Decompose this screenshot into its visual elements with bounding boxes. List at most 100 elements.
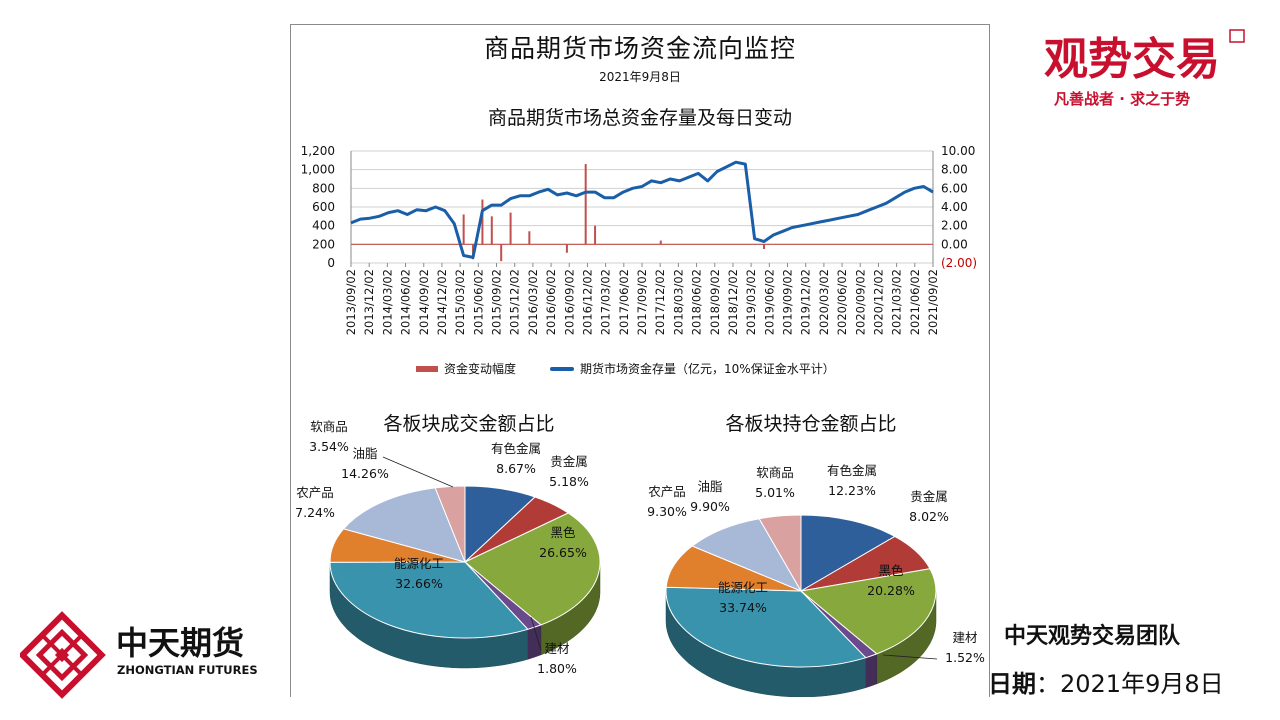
x-tick-label: 2014/06/02 [399,269,413,335]
change-bar [481,199,484,245]
footer-date-value: 2021年9月8日 [1060,670,1224,698]
x-tick-label: 2014/09/02 [417,269,431,335]
change-bar [763,244,766,249]
stock-line [350,160,934,259]
pie-pct-能源化工: 32.66% [395,576,443,591]
x-tick-label: 2015/03/02 [453,269,467,335]
legend-item-change: 资金变动幅度 [416,360,516,377]
team-name: 中天观势交易团队 [1004,624,1181,649]
change-bar [528,231,531,245]
y-right-tick: 0.00 [941,237,968,251]
y-right-tick: 4.00 [941,200,968,214]
zhongtian-logo-cn: 中天期货 [116,624,244,662]
zhongtian-logo: 中天期货 ZHONGTIAN FUTURES [20,611,258,699]
x-tick-label: 2021/09/02 [926,269,940,335]
x-tick-label: 2014/12/02 [435,269,449,335]
legend-swatch-bar [416,365,438,372]
pie-leader-油脂 [382,456,454,488]
y-right-tick: 8.00 [941,163,968,177]
change-bar [594,225,597,245]
pie-slice-能源化工 [665,586,867,668]
pie-slice-有色金属 [800,514,896,592]
pie-pct-有色金属: 12.23% [828,483,876,498]
guanshi-logo-slogan: 凡善战者 · 求之于势 [1054,90,1190,108]
pie-slice-能源化工 [329,561,529,639]
x-tick-label: 2019/06/02 [762,269,776,335]
change-bar [584,164,587,245]
pie-pct-农产品: 9.30% [647,504,687,519]
x-tick-label: 2019/03/02 [744,269,758,335]
pie-label-油脂: 油脂 [352,446,377,461]
legend-label-stock: 期货市场资金存量（亿元，10%保证金水平计） [580,362,835,376]
footer-date-sep: ： [1036,670,1060,698]
pie-leader-建材 [530,616,542,651]
x-tick-label: 2018/12/02 [726,269,740,335]
pie-charts: 有色金属 8.67% 贵金属 5.18% 黑色 26.65% 建材 1.80% 能源化工 32.6… [295,419,985,697]
x-tick-label: 2018/03/02 [671,269,685,335]
guanshi-logo-name: 观势交易 [1044,34,1220,85]
pie-label-农产品: 农产品 [296,485,334,500]
x-tick-label: 2014/03/02 [380,269,394,335]
pie-label-贵金属: 贵金属 [910,489,948,504]
footer-date-label: 日期 [988,670,1036,698]
guanshi-logo: 观势交易 凡善战者 · 求之于势 [1044,29,1245,108]
x-tick-label: 2017/06/02 [617,269,631,335]
x-tick-label: 2018/06/02 [690,269,704,335]
report-date: 2021年9月8日 [599,70,681,84]
x-tick-label: 2019/12/02 [799,269,813,335]
pie-label-农产品: 农产品 [648,484,686,499]
pie-label-贵金属: 贵金属 [550,454,588,469]
pie-slice-黑色 [464,512,601,626]
change-bar [509,212,512,245]
y-left-tick: 0 [327,256,335,270]
pie-pct-农产品: 7.24% [295,505,335,520]
y-left-tick: 600 [312,200,335,214]
pie-pct-建材: 1.80% [537,661,577,676]
x-tick-label: 2021/06/02 [908,269,922,335]
x-tick-label: 2020/12/02 [871,269,885,335]
change-bar [659,240,662,245]
pie-slice-黑色 [799,568,937,655]
x-tick-label: 2017/12/02 [653,269,667,335]
pie-pct-油脂: 14.26% [341,466,389,481]
pie-label-能源化工: 能源化工 [394,556,444,571]
change-bar [462,214,465,245]
y-right-tick: 10.00 [941,144,975,158]
pie-label-油脂: 油脂 [697,479,722,494]
pie-label-有色金属: 有色金属 [491,441,541,456]
pie-pct-能源化工: 33.74% [719,600,767,615]
x-tick-label: 2016/12/02 [580,269,594,335]
y-left-tick: 1,200 [301,144,335,158]
pie-pct-贵金属: 8.02% [909,509,949,524]
legend-label-change: 资金变动幅度 [444,362,517,376]
footer-date: 日期：2021年9月8日 [988,664,1224,699]
pie-pct-油脂: 9.90% [690,499,730,514]
pie-label-建材: 建材 [544,641,569,656]
x-tick-label: 2016/06/02 [544,269,558,335]
x-tick-label: 2017/09/02 [635,269,649,335]
legend-item-stock: 期货市场资金存量（亿元，10%保证金水平计） [550,360,835,377]
y-right-tick: 6.00 [941,181,968,195]
line-chart-legend: 资金变动幅度 期货市场资金存量（亿元，10%保证金水平计） [416,360,835,377]
y-left-tick: 200 [312,237,335,251]
pie-slice-农产品 [665,545,802,592]
y-right-tick: 2.00 [941,219,968,233]
x-tick-label: 2021/03/02 [890,269,904,335]
pie-slice-软商品 [758,514,802,593]
pie-label-建材: 建材 [952,630,977,645]
pie-title-position: 各板块持仓金额占比 [725,413,897,435]
pie-pct-黑色: 20.28% [867,583,915,598]
change-bar [565,244,568,253]
pie-slice-油脂 [691,518,803,593]
pie-slice-软商品 [434,485,466,563]
pie-turnover: 有色金属 8.67% 贵金属 5.18% 黑色 26.65% 建材 1.80% 能源化工 32.6… [295,419,601,676]
chart-panel: 商品期货市场资金流向监控 2021年9月8日 商品期货市场总资金存量及每日变动 … [290,24,990,697]
y-left-tick: 1,000 [301,163,335,177]
zhongtian-logo-mark [20,611,106,699]
pie-label-有色金属: 有色金属 [827,463,877,478]
pie-label-能源化工: 能源化工 [718,580,768,595]
pie-label-黑色: 黑色 [550,525,576,540]
y-left-tick: 800 [312,181,335,195]
x-tick-label: 2015/12/02 [508,269,522,335]
x-tick-label: 2016/09/02 [562,269,576,335]
